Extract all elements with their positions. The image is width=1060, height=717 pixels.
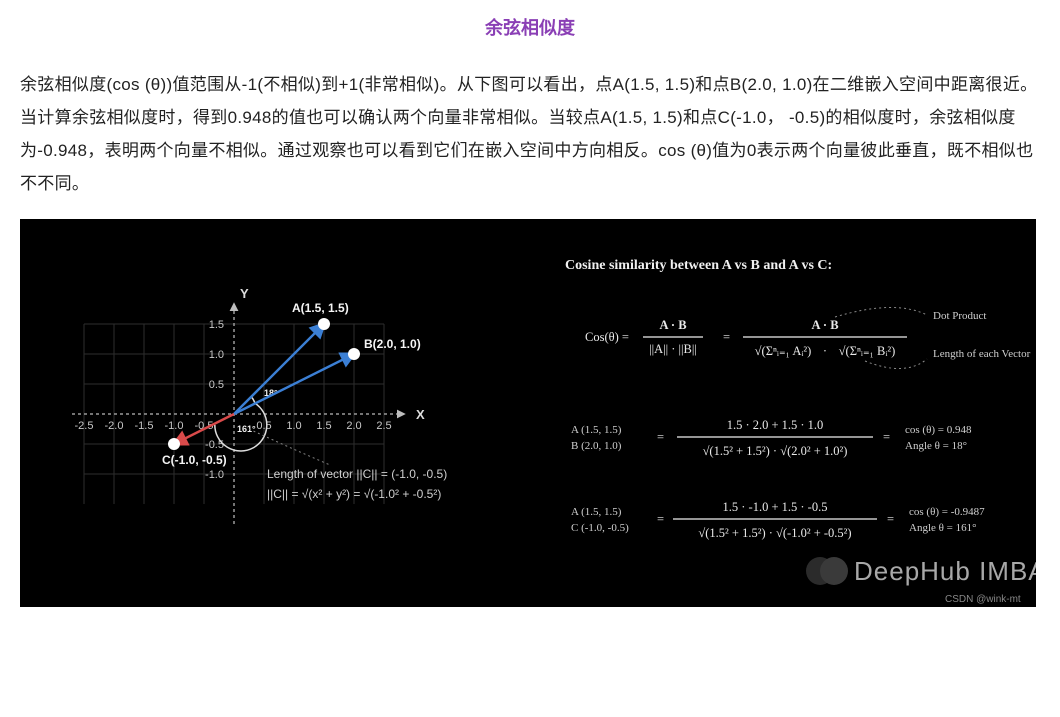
svg-text:=: = — [723, 330, 730, 344]
page-title: 余弦相似度 — [20, 14, 1040, 40]
svg-text:C (-1.0, -0.5): C (-1.0, -0.5) — [571, 522, 629, 534]
svg-text:-1.0: -1.0 — [205, 469, 224, 481]
svg-text:161°: 161° — [237, 423, 256, 433]
svg-text:=: = — [657, 430, 664, 444]
svg-text:1.5: 1.5 — [209, 319, 224, 331]
svg-text:=: = — [887, 512, 894, 526]
svg-text:-0.5: -0.5 — [205, 439, 224, 451]
svg-text:B(2.0, 1.0): B(2.0, 1.0) — [364, 337, 421, 351]
svg-text:1.0: 1.0 — [209, 349, 224, 361]
svg-text:1.5: 1.5 — [316, 420, 331, 432]
svg-text:√(Σⁿᵢ₌₁ Bᵢ²): √(Σⁿᵢ₌₁ Bᵢ²) — [839, 344, 896, 358]
svg-text:Dot Product: Dot Product — [933, 310, 986, 322]
svg-text:A · B: A · B — [659, 318, 686, 332]
svg-text:cos (θ) = 0.948: cos (θ) = 0.948 — [905, 424, 972, 436]
svg-text:X: X — [416, 407, 425, 422]
svg-text:·: · — [823, 344, 827, 358]
svg-text:0.5: 0.5 — [209, 379, 224, 391]
svg-text:A (1.5, 1.5): A (1.5, 1.5) — [571, 506, 622, 518]
svg-text:√(1.5² + 1.5²) · √(2.0² + 1.0²: √(1.5² + 1.5²) · √(2.0² + 1.0²) — [703, 444, 848, 458]
svg-text:Y: Y — [240, 286, 249, 301]
svg-text:=: = — [657, 512, 664, 526]
svg-text:Angle θ = 161°: Angle θ = 161° — [909, 522, 977, 534]
svg-text:=: = — [883, 430, 890, 444]
svg-text:√(Σⁿᵢ₌₁ Aᵢ²): √(Σⁿᵢ₌₁ Aᵢ²) — [755, 344, 812, 358]
svg-text:CSDN @wink-mt: CSDN @wink-mt — [945, 594, 1021, 605]
svg-text:A(1.5, 1.5): A(1.5, 1.5) — [292, 301, 349, 315]
svg-text:DeepHub IMBA: DeepHub IMBA — [854, 556, 1036, 586]
svg-text:-2.5: -2.5 — [75, 420, 94, 432]
svg-text:Length of each Vector: Length of each Vector — [933, 348, 1031, 360]
svg-text:Length of vector ||C|| = (-1.0: Length of vector ||C|| = (-1.0, -0.5) — [267, 467, 447, 481]
svg-text:-1.0: -1.0 — [165, 420, 184, 432]
svg-text:A · B: A · B — [811, 318, 838, 332]
svg-text:B (2.0, 1.0): B (2.0, 1.0) — [571, 440, 622, 452]
svg-text:||A|| · ||B||: ||A|| · ||B|| — [649, 342, 697, 356]
svg-text:cos (θ) = -0.9487: cos (θ) = -0.9487 — [909, 506, 985, 518]
svg-text:A (1.5, 1.5): A (1.5, 1.5) — [571, 424, 622, 436]
body-paragraph: 余弦相似度(cos (θ))值范围从-1(不相似)到+1(非常相似)。从下图可以… — [20, 68, 1040, 201]
svg-text:Angle θ = 18°: Angle θ = 18° — [905, 440, 967, 452]
svg-text:Cos(θ) =: Cos(θ) = — [585, 330, 629, 344]
svg-text:||C|| = √(x² + y²) = √(-1.0²: ||C|| = √(x² + y²) = √(-1.0² + -0.5²) — [267, 487, 441, 501]
svg-text:0.5: 0.5 — [256, 420, 271, 432]
svg-text:√(1.5² + 1.5²) · √(-1.0² + -0.: √(1.5² + 1.5²) · √(-1.0² + -0.5²) — [698, 526, 851, 540]
svg-text:1.5 · -1.0 + 1.5 · -0.5: 1.5 · -1.0 + 1.5 · -0.5 — [723, 500, 828, 514]
svg-text:2.5: 2.5 — [376, 420, 391, 432]
svg-text:-1.5: -1.5 — [135, 420, 154, 432]
svg-text:Cosine similarity between A vs: Cosine similarity between A vs B and A v… — [565, 258, 832, 273]
svg-text:1.0: 1.0 — [286, 420, 301, 432]
cosine-similarity-figure: -2.5-2.0-1.5-1.0-0.50.51.01.52.02.5-1.0-… — [20, 219, 1036, 607]
svg-text:1.5 · 2.0 + 1.5 · 1.0: 1.5 · 2.0 + 1.5 · 1.0 — [727, 418, 824, 432]
svg-text:-2.0: -2.0 — [105, 420, 124, 432]
svg-text:2.0: 2.0 — [346, 420, 361, 432]
svg-text:C(-1.0, -0.5): C(-1.0, -0.5) — [162, 453, 227, 467]
